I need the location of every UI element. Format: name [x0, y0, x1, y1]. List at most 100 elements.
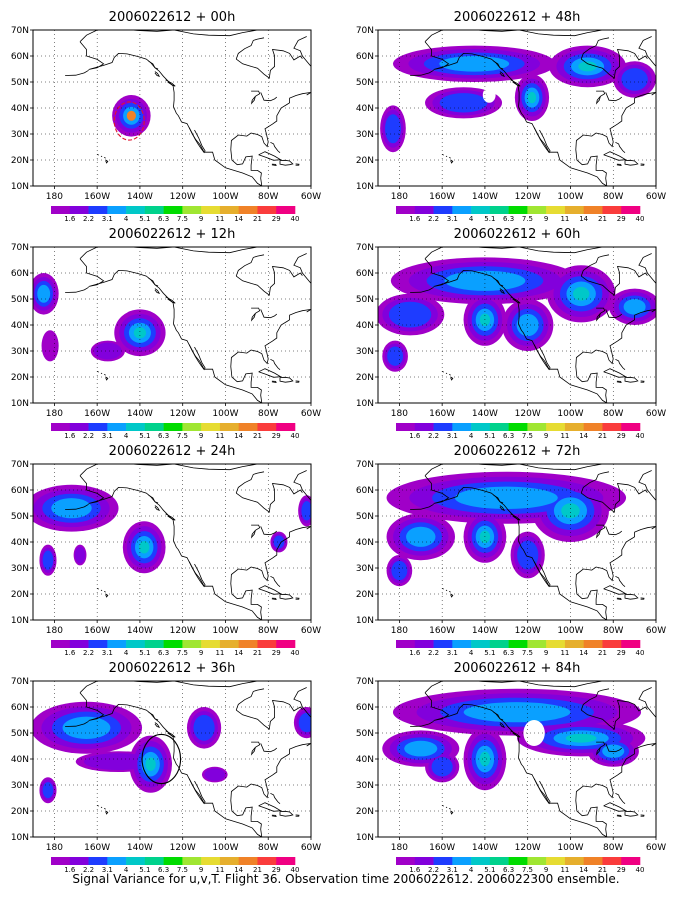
- x-tick-label: 180: [46, 626, 63, 636]
- colorbar-label: 21: [598, 649, 607, 657]
- coastline: [442, 370, 444, 373]
- y-tick-label: 40N: [356, 321, 374, 331]
- colorbar-swatch: [508, 206, 528, 214]
- colorbar-swatch: [163, 206, 183, 214]
- coastline: [493, 711, 504, 721]
- coastline: [271, 814, 277, 817]
- x-tick-label: 160W: [429, 843, 455, 853]
- colorbar-label: 2.2: [83, 432, 94, 440]
- colorbar-swatch: [88, 423, 108, 431]
- y-tick-label: 20N: [11, 807, 29, 817]
- x-tick-label: 120W: [170, 843, 196, 853]
- variance-contour-fill: [41, 330, 59, 362]
- colorbar: 1.6 2.2 3.1 4 5.1 6.3 7.5 9 11 14 21 29 40: [396, 206, 644, 223]
- colorbar-label: 2.2: [428, 866, 439, 874]
- coastline: [230, 743, 311, 837]
- coastline: [595, 741, 606, 756]
- coastline: [410, 503, 434, 510]
- colorbar-label: 1.6: [409, 649, 421, 657]
- x-tick-label: 160W: [84, 626, 110, 636]
- colorbar-label: 40: [636, 432, 645, 440]
- coastline: [258, 585, 282, 595]
- colorbar-swatch: [257, 640, 277, 648]
- colorbar-swatch: [433, 206, 453, 214]
- panel-title: 2006022612 + 36h: [109, 661, 236, 676]
- coastline: [100, 155, 103, 157]
- variance-contour-fill: [527, 91, 537, 104]
- coastline: [230, 309, 311, 403]
- colorbar-label: 1.6: [64, 215, 76, 223]
- coastline: [104, 157, 106, 159]
- coastline: [148, 60, 159, 70]
- coastline: [450, 810, 454, 815]
- x-tick-label: 80W: [603, 192, 623, 202]
- colorbar-label: 4: [469, 866, 474, 874]
- colorbar-label: 40: [636, 215, 645, 223]
- y-tick-label: 30N: [11, 130, 29, 140]
- colorbar-label: 29: [617, 432, 626, 440]
- colorbar-label: 7.5: [522, 866, 533, 874]
- variance-contour-fill: [565, 733, 597, 743]
- x-tick-label: 80W: [603, 409, 623, 419]
- colorbar-swatch: [257, 206, 277, 214]
- x-tick-label: 180: [391, 409, 408, 419]
- y-tick-label: 10N: [11, 833, 29, 843]
- colorbar-label: 2.2: [83, 649, 94, 657]
- variance-contour-fill: [561, 503, 580, 519]
- y-tick-label: 40N: [11, 538, 29, 548]
- panel-title: 2006022612 + 24h: [109, 444, 236, 459]
- colorbar-label: 9: [199, 432, 203, 440]
- coastline: [575, 526, 656, 620]
- x-tick-label: 140W: [472, 192, 498, 202]
- variance-contour-fill: [193, 714, 215, 741]
- variance-contour-fill: [51, 498, 92, 519]
- coastline: [533, 561, 551, 588]
- variance-contour-fill: [145, 757, 156, 772]
- coastline: [640, 597, 645, 600]
- y-tick-label: 10N: [11, 182, 29, 192]
- panel-title: 2006022612 + 00h: [109, 10, 236, 25]
- coastline: [445, 589, 448, 591]
- colorbar-label: 6.3: [503, 866, 514, 874]
- y-tick-label: 70N: [356, 677, 374, 687]
- variance-contour-fill: [463, 702, 571, 723]
- variance-field: [382, 688, 646, 791]
- colorbar-swatch: [219, 423, 239, 431]
- colorbar-swatch: [564, 857, 584, 865]
- colorbar-swatch: [69, 640, 89, 648]
- colorbar-label: 9: [544, 432, 548, 440]
- colorbar-swatch: [238, 206, 258, 214]
- coastline: [293, 470, 311, 501]
- coastline: [493, 60, 504, 70]
- y-tick-label: 30N: [11, 781, 29, 791]
- y-tick-label: 30N: [11, 347, 29, 357]
- coastlines: [410, 30, 656, 186]
- y-tick-label: 60N: [356, 269, 374, 279]
- coastline: [154, 288, 161, 295]
- y-tick-label: 70N: [11, 26, 29, 36]
- variance-field: [112, 95, 151, 137]
- coastline: [442, 587, 444, 590]
- colorbar-swatch: [238, 857, 258, 865]
- coastline: [605, 92, 623, 102]
- colorbar-swatch: [583, 857, 603, 865]
- coastline: [65, 720, 89, 727]
- coastline: [235, 254, 265, 277]
- coastline: [580, 471, 610, 494]
- colorbar-swatch: [51, 640, 71, 648]
- coastline: [250, 307, 261, 322]
- colorbar-swatch: [414, 857, 434, 865]
- variance-contour-fill: [404, 740, 438, 757]
- y-tick-label: 20N: [356, 807, 374, 817]
- x-tick-label: 100W: [212, 409, 238, 419]
- x-tick-label: 140W: [127, 409, 153, 419]
- colorbar-swatch: [51, 206, 71, 214]
- y-tick-label: 60N: [11, 269, 29, 279]
- panel-title: 2006022612 + 48h: [454, 10, 581, 25]
- variance-contour-fill: [83, 753, 154, 771]
- colorbar-swatch: [546, 640, 566, 648]
- x-tick-label: 60W: [301, 626, 321, 636]
- x-tick-label: 60W: [646, 626, 666, 636]
- coastline: [640, 380, 645, 383]
- variance-contour-fill: [42, 782, 54, 799]
